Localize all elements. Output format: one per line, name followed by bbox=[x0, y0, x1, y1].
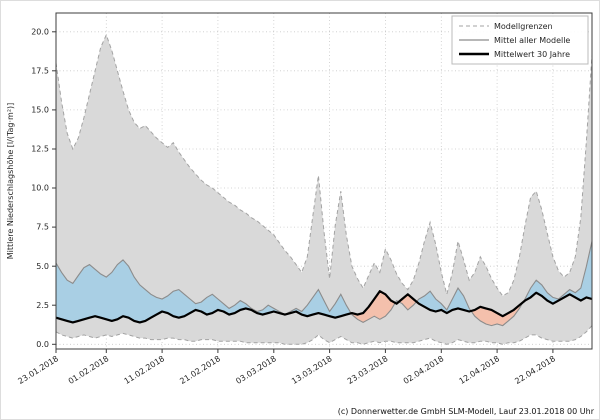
legend-label: Mittel aller Modelle bbox=[494, 36, 570, 45]
legend-label: Mittelwert 30 Jahre bbox=[494, 50, 570, 59]
y-tick-label: 2.5 bbox=[36, 301, 49, 310]
copyright-caption: (c) Donnerwetter.de GmbH SLM-Modell, Lau… bbox=[337, 407, 594, 416]
model-min-line bbox=[55, 325, 593, 345]
legend-label: Modellgrenzen bbox=[494, 22, 553, 31]
y-tick-label: 7.5 bbox=[36, 223, 49, 232]
plot-border bbox=[55, 12, 593, 350]
y-tick-label: 15.0 bbox=[31, 106, 49, 115]
model-range-band bbox=[56, 34, 592, 345]
wetter-than-normal-area bbox=[56, 241, 592, 323]
y-tick-label: 10.0 bbox=[31, 184, 49, 193]
y-axis-title: Mittlere Niederschlagshöhe [l/(Tag·m²)] bbox=[6, 103, 15, 260]
y-tick-label: 5.0 bbox=[36, 262, 49, 271]
y-tick-label: 12.5 bbox=[31, 145, 49, 154]
model-mean-line bbox=[55, 241, 593, 327]
y-tick-label: 0.0 bbox=[36, 340, 49, 349]
y-tick-label: 17.5 bbox=[31, 66, 49, 75]
y-tick-label: 20.0 bbox=[31, 27, 49, 36]
climate-mean-line bbox=[55, 290, 593, 324]
legend: Modellgrenzen Mittel aller Modelle Mittelw… bbox=[451, 15, 589, 65]
y-axis: 0.0 2.5 5.0 7.5 10.0 12.5 15.0 17.5 20.0 bbox=[31, 27, 56, 349]
